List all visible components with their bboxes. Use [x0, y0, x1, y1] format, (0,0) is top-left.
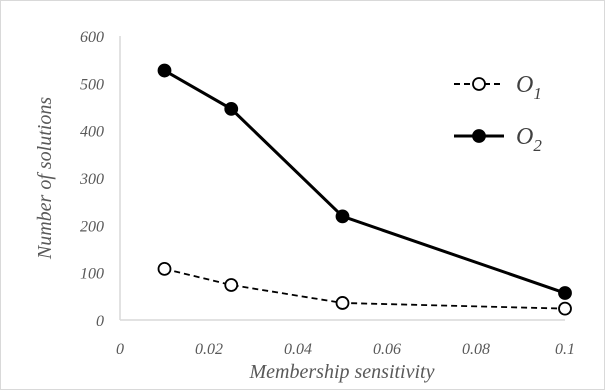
legend-label-series-2-name: O [516, 124, 533, 150]
x-tick-label: 0.06 [373, 341, 401, 358]
legend-label-series-1-subscript: 1 [533, 84, 542, 103]
y-tick-label: 600 [80, 29, 104, 46]
x-tick-label: 0.04 [284, 341, 312, 358]
legend-entry-series-2: O2 [454, 124, 542, 155]
y-tick-label: 400 [80, 124, 104, 141]
series-1-point [157, 261, 172, 276]
x-axis: 0 0.02 0.04 0.06 0.08 0.1 [116, 319, 575, 358]
series-2-point [157, 63, 172, 78]
series-2-point [335, 209, 350, 224]
x-tick-label: 0.1 [555, 341, 575, 358]
series-2-line [163, 69, 566, 295]
y-tick-label: 0 [96, 313, 104, 330]
legend-label-series-2-subscript: 2 [533, 136, 542, 155]
series-1-line [164, 268, 566, 310]
legend-label-series-1: O1 [516, 72, 542, 103]
legend-entry-series-1: O1 [454, 72, 542, 103]
y-tick-label: 300 [79, 171, 104, 188]
legend-marker-series-2 [472, 129, 486, 143]
series-2-point [224, 101, 239, 116]
x-tick-label: 0.02 [195, 341, 223, 358]
legend-label-series-2: O2 [516, 124, 542, 155]
y-axis: 0 100 200 300 400 500 600 [79, 29, 121, 330]
legend-label-series-1-name: O [516, 72, 533, 98]
series-layer [157, 63, 572, 316]
y-tick-label: 500 [80, 76, 104, 93]
series-1-point [224, 278, 239, 292]
series-2-point [558, 286, 572, 300]
y-axis-title: Number of solutions [34, 97, 56, 260]
x-tick-label: 0 [116, 341, 124, 358]
series-1-point [558, 301, 572, 316]
y-tick-label: 100 [80, 266, 104, 283]
legend-marker-series-1 [472, 77, 486, 91]
y-tick-label: 200 [80, 218, 104, 235]
series-1-point [335, 296, 350, 310]
series-1 [157, 261, 572, 316]
x-axis-title: Membership sensitivity [249, 361, 435, 383]
x-tick-label: 0.08 [462, 341, 490, 358]
legend: O1 O2 [454, 72, 542, 155]
series-2 [157, 63, 572, 300]
